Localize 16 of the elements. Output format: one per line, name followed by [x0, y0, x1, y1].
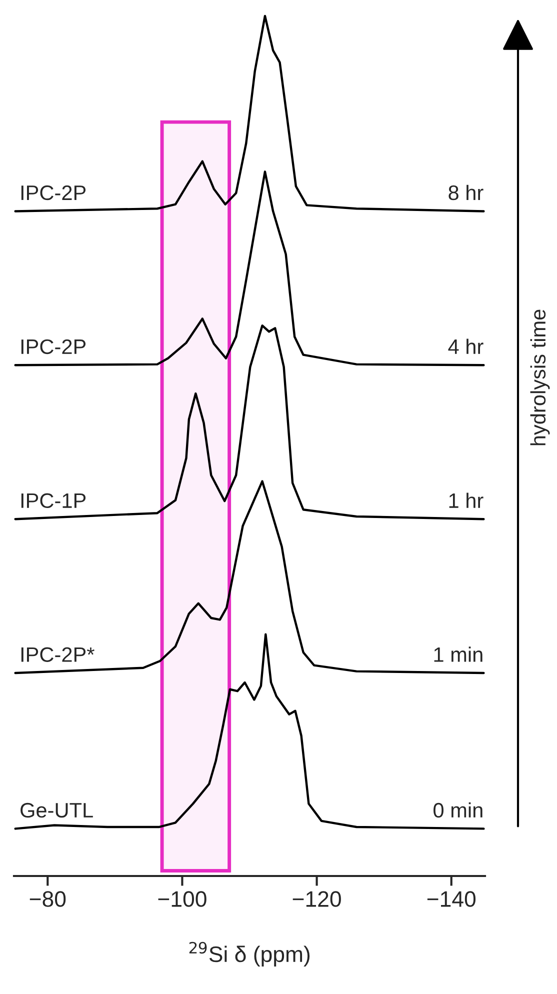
series-label: IPC-2P [21, 339, 86, 354]
series-label: IPC-2P* [21, 647, 94, 662]
x-tick-label: −120 [292, 891, 341, 907]
annotation: 0 min [434, 802, 482, 818]
annotation: 4 hr [448, 338, 484, 354]
x-tick-label: −140 [427, 891, 476, 907]
x-tick-label: −100 [158, 891, 206, 907]
annotation: 1 hr [449, 492, 484, 508]
annotation: 1 min [434, 646, 482, 662]
series-label: Ge-UTL [20, 802, 93, 818]
series-label: IPC-1P [21, 493, 86, 508]
series-label: IPC-2P [21, 185, 86, 200]
annotation: 8 hr [448, 184, 484, 200]
text: hydrolysis time [530, 310, 550, 446]
x-axis-title: $^{29}$Si δ (ppm) [189, 942, 310, 967]
x-tick-label: −80 [30, 891, 66, 907]
